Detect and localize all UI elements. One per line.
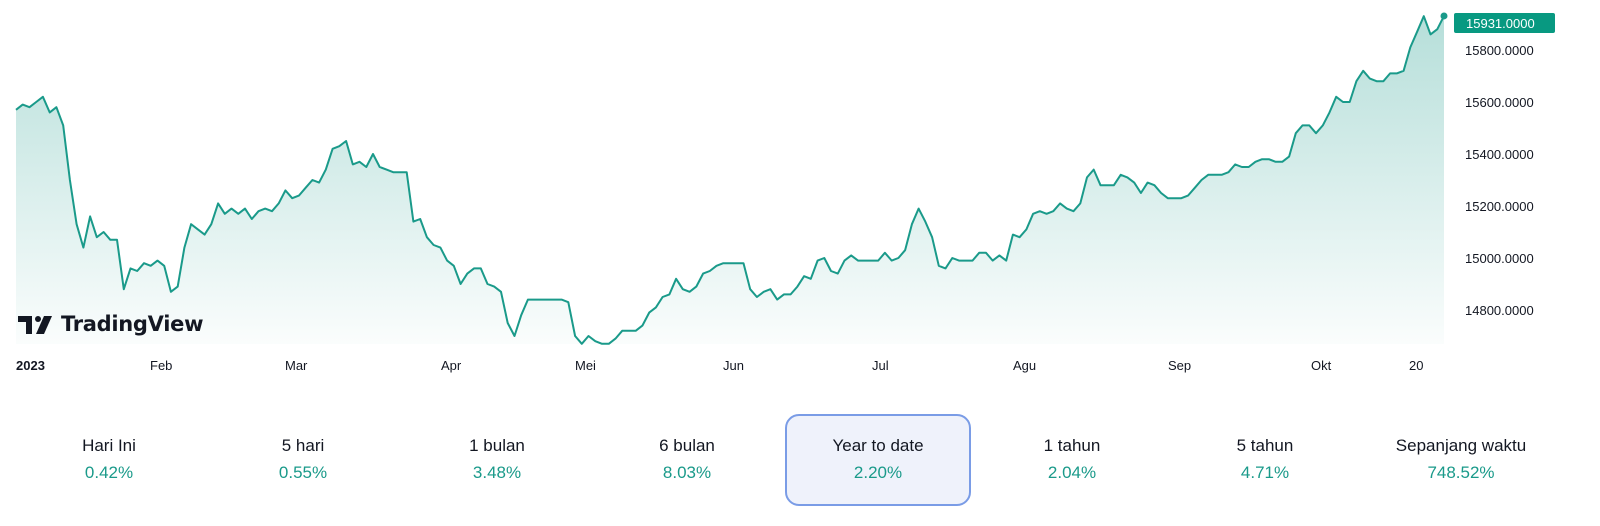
x-tick-label: Mar <box>285 358 308 373</box>
x-tick-label: Okt <box>1311 358 1332 373</box>
y-tick-label: 15000.0000 <box>1465 251 1534 266</box>
last-price-label: 15931.0000 <box>1466 16 1535 31</box>
y-tick-label: 14800.0000 <box>1465 303 1534 318</box>
x-tick-label: Jul <box>872 358 889 373</box>
period-label: 5 tahun <box>1236 436 1294 455</box>
period-year-to-date[interactable]: Year to date 2.20% <box>785 414 971 506</box>
x-tick-label: 2023 <box>16 358 45 373</box>
period-5-days[interactable]: 5 hari 0.55% <box>210 414 396 506</box>
x-tick-label: Jun <box>723 358 744 373</box>
y-tick-label: 15400.0000 <box>1465 147 1534 162</box>
period-label: 1 tahun <box>1043 436 1101 455</box>
period-value: 0.55% <box>278 463 328 482</box>
period-5-years[interactable]: 5 tahun 4.71% <box>1172 414 1358 506</box>
performance-periods: Hari Ini 0.42% 5 hari 0.55% 1 bulan 3.48… <box>16 414 1584 510</box>
period-label: 1 bulan <box>469 436 525 455</box>
period-label: Hari Ini <box>82 436 136 455</box>
period-value: 4.71% <box>1240 463 1290 482</box>
tradingview-logo: TradingView <box>18 312 203 336</box>
period-all-time[interactable]: Sepanjang waktu 748.52% <box>1368 414 1554 506</box>
x-tick-label: Apr <box>441 358 462 373</box>
period-value: 2.20% <box>853 463 903 482</box>
y-tick-label: 15600.0000 <box>1465 95 1534 110</box>
tradingview-logo-icon <box>18 316 52 334</box>
price-area-fill <box>16 15 1444 345</box>
period-label: 5 hari <box>281 436 325 455</box>
period-6-months[interactable]: 6 bulan 8.03% <box>594 414 780 506</box>
period-label: 6 bulan <box>659 436 715 455</box>
period-1-month[interactable]: 1 bulan 3.48% <box>404 414 590 506</box>
period-value: 3.48% <box>472 463 522 482</box>
logo-text: TradingView <box>61 312 204 336</box>
x-tick-label: 20 <box>1409 358 1423 373</box>
period-label: Sepanjang waktu <box>1395 436 1527 455</box>
x-tick-label: Feb <box>150 358 172 373</box>
price-line <box>15 15 1445 345</box>
period-value: 748.52% <box>1427 463 1495 482</box>
price-chart[interactable]: 2023 Feb Mar Apr Mei Jun Jul Agu Sep Okt 20 15800.… <box>0 0 1600 380</box>
period-value: 0.42% <box>84 463 134 482</box>
last-price-point <box>1440 12 1448 20</box>
period-value: 8.03% <box>662 463 712 482</box>
y-tick-label: 15800.0000 <box>1465 43 1534 58</box>
period-value: 2.04% <box>1047 463 1097 482</box>
period-today[interactable]: Hari Ini 0.42% <box>16 414 202 506</box>
x-tick-label: Mei <box>575 358 596 373</box>
period-label: Year to date <box>832 436 924 455</box>
period-1-year[interactable]: 1 tahun 2.04% <box>979 414 1165 506</box>
y-tick-label: 15200.0000 <box>1465 199 1534 214</box>
last-price-label-bg <box>1454 13 1555 33</box>
x-tick-label: Agu <box>1013 358 1036 373</box>
x-tick-label: Sep <box>1168 358 1191 373</box>
